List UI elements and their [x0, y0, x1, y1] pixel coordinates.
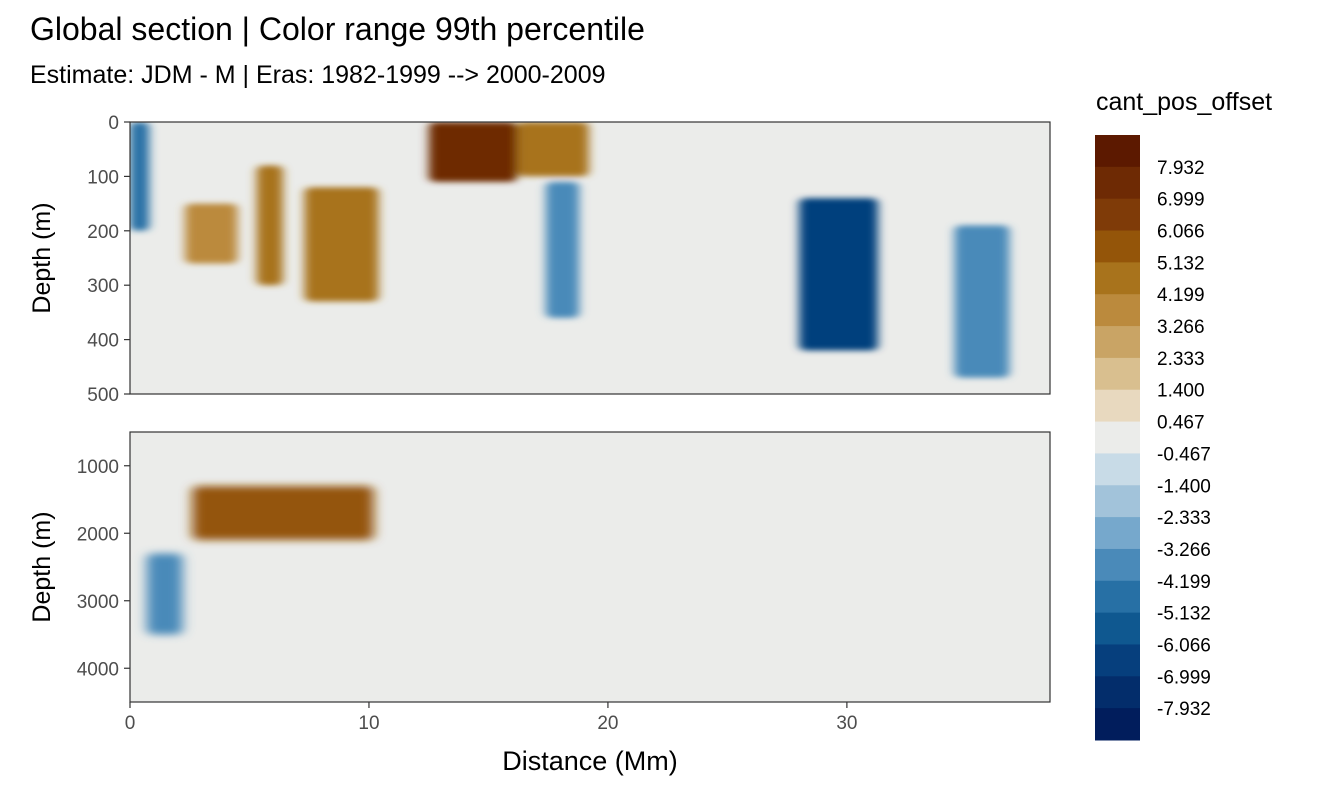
lower-y-tick-label: 1000 [77, 457, 119, 478]
lower-y-axis: 1000 2000 3000 4000 [77, 457, 130, 680]
x-axis: 0 10 20 30 [125, 702, 857, 734]
legend: cant_pos_offset 7.932 6.999 6.066 5.132 4.19… [1095, 88, 1272, 741]
lower-panel-border [129, 431, 1051, 703]
legend-color-step [1095, 612, 1140, 645]
legend-label: 0.467 [1157, 413, 1205, 434]
upper-y-tick-label: 100 [87, 167, 119, 188]
legend-label: 1.400 [1157, 381, 1205, 402]
legend-label: 5.132 [1157, 253, 1205, 274]
x-tick-label: 30 [836, 713, 857, 734]
legend-label: -6.999 [1157, 667, 1211, 688]
x-tick-label: 10 [358, 713, 379, 734]
lower-y-tick-label: 2000 [77, 524, 119, 545]
x-tick-label: 20 [597, 713, 618, 734]
legend-color-step [1095, 548, 1140, 582]
legend-label: -1.400 [1157, 476, 1211, 497]
legend-title: cant_pos_offset [1096, 88, 1272, 116]
legend-color-step [1095, 262, 1140, 295]
legend-color-step [1095, 135, 1140, 168]
legend-color-step [1095, 389, 1140, 423]
upper-anomaly-6 [545, 181, 580, 318]
legend-label: -7.932 [1157, 699, 1211, 720]
legend-color-step [1095, 294, 1140, 327]
upper-y-tick-label: 0 [108, 113, 119, 134]
upper-y-tick-label: 200 [87, 222, 119, 243]
legend-label: -3.266 [1157, 540, 1211, 561]
legend-label: -6.066 [1157, 635, 1211, 656]
legend-label: 6.999 [1157, 190, 1205, 211]
legend-label: 4.199 [1157, 285, 1205, 306]
upper-panel-border [129, 121, 1051, 395]
upper-anomaly-2 [256, 165, 283, 286]
upper-anomaly-0 [130, 122, 150, 231]
legend-label: -0.467 [1157, 444, 1211, 465]
upper-anomaly-7 [799, 198, 878, 351]
legend-labels: 7.932 6.999 6.066 5.132 4.199 3.266 2.333 1.400… [1157, 158, 1211, 720]
chart-subtitle: Estimate: JDM - M | Eras: 1982-1999 --> … [30, 61, 606, 89]
lower-y-axis-label: Depth (m) [28, 511, 56, 622]
legend-label: -2.333 [1157, 508, 1211, 529]
legend-label: 2.333 [1157, 349, 1205, 370]
legend-color-step [1095, 580, 1140, 614]
upper-anomaly-8 [954, 225, 1010, 378]
upper-y-tick-label: 500 [87, 385, 119, 406]
legend-color-step [1095, 708, 1140, 741]
upper-anomaly-3 [304, 187, 379, 302]
legend-color-step [1095, 198, 1140, 232]
lower-y-tick-label: 3000 [77, 592, 119, 613]
legend-color-step [1095, 485, 1140, 518]
x-axis-label: Distance (Mm) [502, 746, 678, 776]
legend-label: 7.932 [1157, 158, 1205, 179]
lower-panel: 1000 2000 3000 4000 [77, 431, 1051, 703]
legend-color-step [1095, 357, 1140, 391]
upper-anomaly-5 [517, 122, 589, 177]
upper-anomaly-1 [184, 203, 238, 264]
upper-y-tick-label: 400 [87, 331, 119, 352]
lower-y-tick-label: 4000 [77, 659, 119, 680]
legend-label: 6.066 [1157, 222, 1205, 243]
upper-y-axis: 0 100 200 300 400 500 [87, 113, 130, 406]
lower-anomaly-0 [192, 486, 374, 540]
upper-anomaly-4 [428, 122, 518, 182]
legend-color-step [1095, 644, 1140, 677]
legend-color-step [1095, 517, 1140, 550]
legend-color-step [1095, 326, 1140, 359]
chart-title: Global section | Color range 99th percen… [30, 11, 645, 47]
legend-color-step [1095, 421, 1140, 454]
legend-label: 3.266 [1157, 317, 1205, 338]
upper-y-tick-label: 300 [87, 276, 119, 297]
lower-heatmap [130, 432, 1050, 702]
legend-label: -4.199 [1157, 572, 1211, 593]
legend-label: -5.132 [1157, 604, 1211, 625]
upper-heatmap [130, 122, 1050, 394]
x-tick-label: 0 [125, 713, 136, 734]
legend-color-step [1095, 230, 1140, 263]
legend-color-step [1095, 166, 1140, 200]
legend-color-step [1095, 453, 1140, 486]
legend-colorbar [1095, 135, 1140, 741]
legend-color-step [1095, 676, 1140, 709]
upper-panel: 0 100 200 300 400 500 [87, 113, 1051, 406]
lower-anomaly-1 [146, 553, 183, 635]
upper-y-axis-label: Depth (m) [28, 202, 56, 313]
